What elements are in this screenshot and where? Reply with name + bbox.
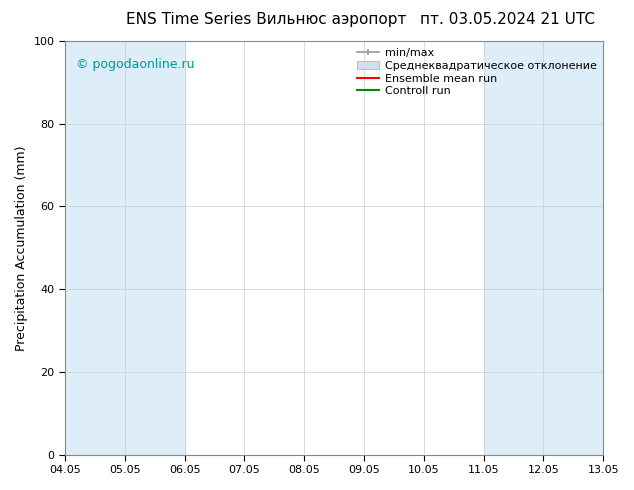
Text: © pogodaonline.ru: © pogodaonline.ru xyxy=(75,58,194,71)
Bar xyxy=(543,41,603,455)
Bar xyxy=(125,41,184,455)
Text: пт. 03.05.2024 21 UTC: пт. 03.05.2024 21 UTC xyxy=(420,12,595,27)
Text: ENS Time Series Вильнюс аэропорт: ENS Time Series Вильнюс аэропорт xyxy=(126,12,406,27)
Legend: min/max, Среднеквадратическое отклонение, Ensemble mean run, Controll run: min/max, Среднеквадратическое отклонение… xyxy=(354,45,600,100)
Bar xyxy=(484,41,543,455)
Y-axis label: Precipitation Accumulation (mm): Precipitation Accumulation (mm) xyxy=(15,145,28,350)
Bar xyxy=(65,41,125,455)
